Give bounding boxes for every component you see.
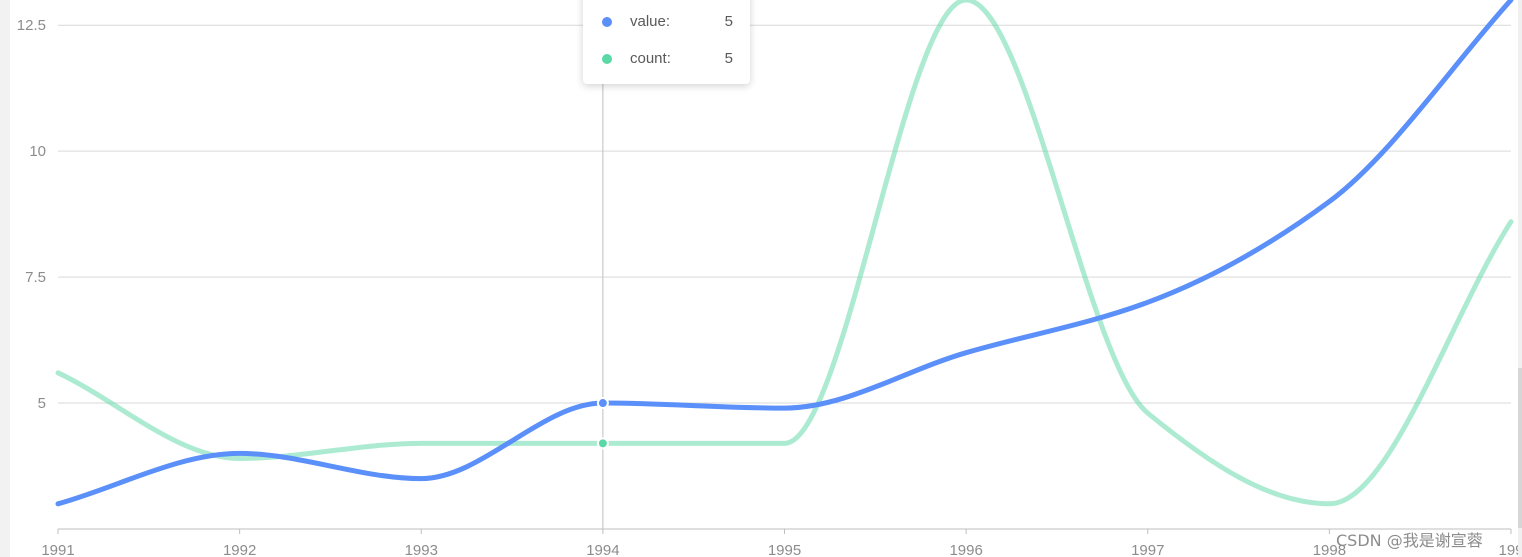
x-tick-label-8: 199 [1498,542,1522,557]
point-marker-value [596,397,609,410]
point-marker-count [596,437,609,450]
x-tick-label-0: 1991 [41,542,74,557]
page-left-strip [0,0,10,557]
chart-tooltip: value: 5 count: 5 [583,0,750,84]
active-point-markers [596,397,609,450]
tooltip-label-count: count: [630,50,671,67]
tooltip-marker-count [602,54,612,64]
x-tick-label-5: 1996 [949,542,982,557]
grid-lines [58,24,1511,404]
x-tick-label-7: 1998 [1313,542,1346,557]
y-tick-label-3: 12.5 [17,17,46,34]
y-tick-label-2: 10 [29,143,46,160]
x-tick-label-3: 1994 [586,542,619,557]
series-line-count [55,0,1514,507]
tooltip-val-value: 5 [724,13,733,30]
y-tick-label-0: 5 [38,395,46,412]
y-axis-ticks: 5 7.5 10 12.5 [17,17,46,412]
tooltip-row-value: value: 5 [583,12,750,32]
x-tick-label-2: 1993 [405,542,438,557]
tooltip-val-count: 5 [724,50,733,67]
series-lines [55,0,1514,507]
x-tick-label-6: 1997 [1131,542,1164,557]
y-tick-label-1: 7.5 [25,269,46,286]
series-line-value [55,0,1514,507]
x-tick-label-1: 1992 [223,542,256,557]
scrollbar-thumb[interactable] [1518,368,1522,528]
tooltip-label-value: value: [630,13,671,30]
x-tick-label-4: 1995 [768,542,801,557]
scrollbar-track[interactable] [1518,0,1522,557]
tooltip-marker-value [602,17,612,27]
x-axis: 1991 1992 1993 1994 1995 1996 1997 1998 199 [41,528,1522,557]
tooltip-row-count: count: 5 [583,49,750,69]
watermark-text: CSDN @我是谢宣蓉 [1336,531,1483,550]
